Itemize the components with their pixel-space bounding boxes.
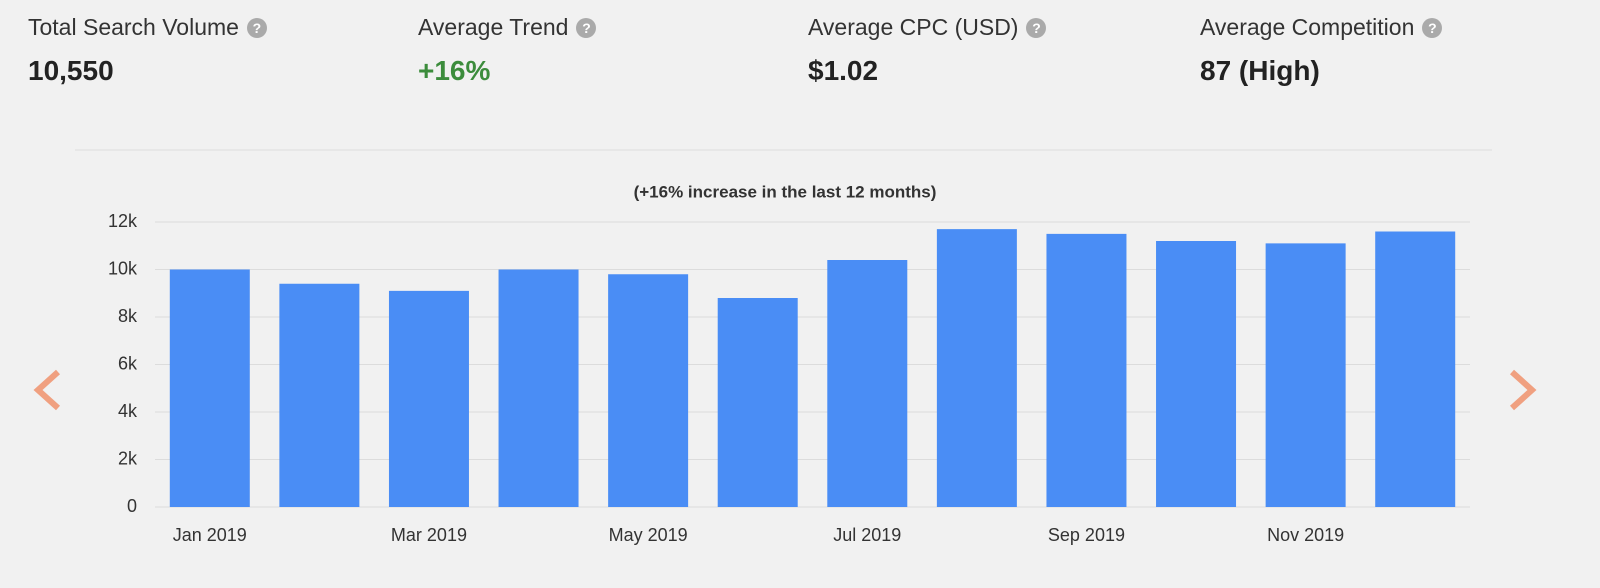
- help-icon[interactable]: ?: [1422, 17, 1443, 38]
- bar: [608, 274, 689, 507]
- y-tick-label: 0: [127, 496, 137, 516]
- chart-subtitle: (+16% increase in the last 12 months): [634, 182, 937, 201]
- x-tick-label: May 2019: [609, 525, 688, 545]
- y-tick-label: 12k: [108, 211, 138, 231]
- x-tick-label: Nov 2019: [1267, 525, 1344, 545]
- stat-value: 87 (High): [1200, 55, 1320, 86]
- help-icon[interactable]: ?: [246, 17, 267, 38]
- bar: [1046, 233, 1127, 507]
- bar: [169, 269, 250, 507]
- x-tick-label: Sep 2019: [1048, 525, 1125, 545]
- bar: [1265, 243, 1346, 507]
- help-icon[interactable]: ?: [576, 17, 597, 38]
- bar: [279, 283, 360, 507]
- y-tick-label: 10k: [108, 258, 138, 278]
- stat-value: +16%: [418, 55, 491, 86]
- bar: [936, 229, 1017, 507]
- y-tick-label: 6k: [118, 353, 138, 373]
- y-tick-label: 4k: [118, 401, 138, 421]
- help-icon[interactable]: ?: [1026, 17, 1047, 38]
- stat-value: 10,550: [28, 55, 114, 86]
- x-tick-label: Jul 2019: [833, 525, 901, 545]
- x-tick-label: Jan 2019: [173, 525, 247, 545]
- stat-label: Average Trend: [418, 14, 569, 40]
- stat: Average CPC (USD)? $1.02: [808, 14, 1047, 87]
- bar: [498, 269, 579, 507]
- bar: [827, 260, 908, 507]
- stat-label: Total Search Volume: [28, 14, 239, 40]
- stat: Total Search Volume? 10,550: [28, 14, 267, 87]
- x-tick-label: Mar 2019: [391, 525, 467, 545]
- y-tick-label: 8k: [118, 306, 138, 326]
- bar: [1375, 231, 1456, 507]
- prev-arrow[interactable]: [33, 369, 61, 411]
- stat: Average Trend? +16%: [418, 14, 597, 87]
- bar: [1156, 241, 1237, 507]
- stat: Average Competition? 87 (High): [1200, 14, 1443, 87]
- y-tick-label: 2k: [118, 448, 138, 468]
- stat-value: $1.02: [808, 55, 879, 86]
- next-arrow[interactable]: [1509, 369, 1537, 411]
- stat-label: Average CPC (USD): [808, 14, 1019, 40]
- bar: [388, 290, 469, 507]
- stat-label: Average Competition: [1200, 14, 1415, 40]
- bar: [717, 298, 798, 507]
